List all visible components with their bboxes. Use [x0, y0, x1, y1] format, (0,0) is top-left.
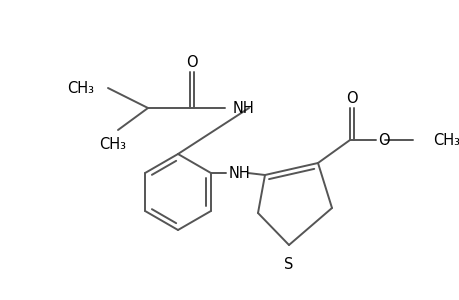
Text: O: O	[377, 133, 389, 148]
Text: CH₃: CH₃	[67, 80, 94, 95]
Text: NH: NH	[233, 100, 254, 116]
Text: O: O	[186, 55, 197, 70]
Text: CH₃: CH₃	[432, 133, 459, 148]
Text: NH: NH	[229, 166, 250, 181]
Text: S: S	[284, 257, 293, 272]
Text: CH₃: CH₃	[99, 137, 126, 152]
Text: O: O	[346, 91, 357, 106]
